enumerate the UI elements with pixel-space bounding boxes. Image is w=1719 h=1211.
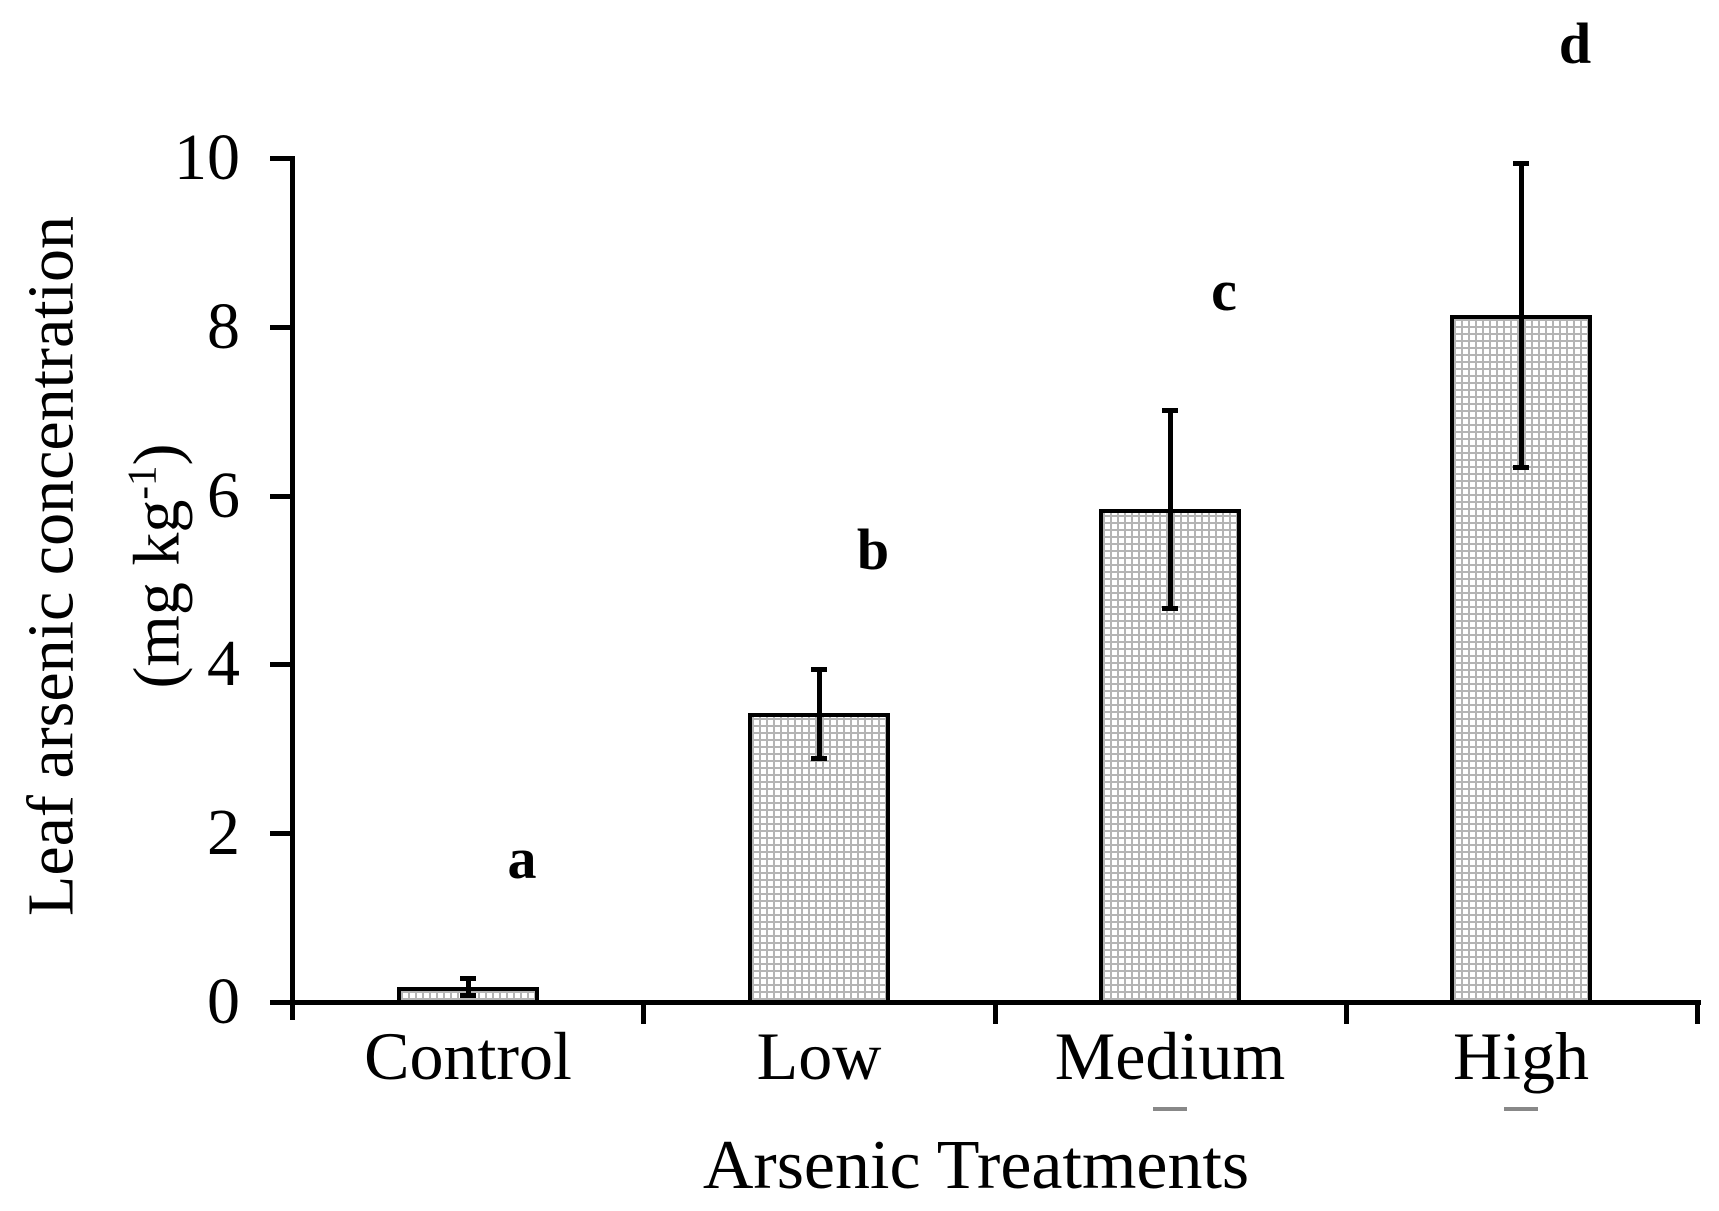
y-tick-label: 8 xyxy=(207,290,240,363)
label-underline-mark xyxy=(1504,1107,1538,1111)
error-bar-cap-bottom xyxy=(811,756,827,761)
y-tick xyxy=(270,156,290,161)
error-bar-control xyxy=(466,978,471,995)
error-bar-cap-bottom xyxy=(460,993,476,998)
x-tick-label-control: Control xyxy=(364,1018,572,1094)
bar-low xyxy=(748,713,890,1004)
y-tick xyxy=(270,831,290,836)
y-tick xyxy=(270,325,290,330)
error-bar-cap-bottom xyxy=(1513,465,1529,470)
x-tick xyxy=(1344,1000,1349,1024)
x-tick-label-high: High xyxy=(1453,1018,1589,1094)
y-tick xyxy=(270,494,290,499)
y-axis xyxy=(290,156,295,1020)
error-bar-cap-top xyxy=(1162,408,1178,413)
error-bar-cap-bottom xyxy=(1162,606,1178,611)
x-tick-label-low: Low xyxy=(756,1018,882,1094)
y-tick-label: 4 xyxy=(207,627,240,700)
significance-letter-c: c xyxy=(1211,258,1237,323)
y-tick-label: 2 xyxy=(207,796,240,869)
x-tick xyxy=(993,1000,998,1024)
significance-letter-b: b xyxy=(856,517,890,582)
significance-letter-d: d xyxy=(1558,11,1592,76)
error-bar-cap-top xyxy=(460,976,476,981)
y-tick-label: 0 xyxy=(207,965,240,1038)
error-bar-low xyxy=(817,669,822,758)
x-tick xyxy=(1695,1000,1700,1024)
label-underline-mark xyxy=(1153,1107,1187,1111)
x-tick-label-medium: Medium xyxy=(1054,1018,1286,1094)
y-tick xyxy=(270,1000,290,1005)
error-bar-cap-top xyxy=(1513,161,1529,166)
y-tick-label: 10 xyxy=(174,121,240,194)
significance-letter-a: a xyxy=(507,826,537,891)
y-tick-label: 6 xyxy=(207,459,240,532)
error-bar-medium xyxy=(1168,410,1173,607)
error-bar-cap-top xyxy=(811,667,827,672)
y-tick xyxy=(270,662,290,667)
error-bar-high xyxy=(1519,163,1524,467)
x-axis-title: Arsenic Treatments xyxy=(702,1127,1250,1204)
x-tick xyxy=(641,1000,646,1024)
